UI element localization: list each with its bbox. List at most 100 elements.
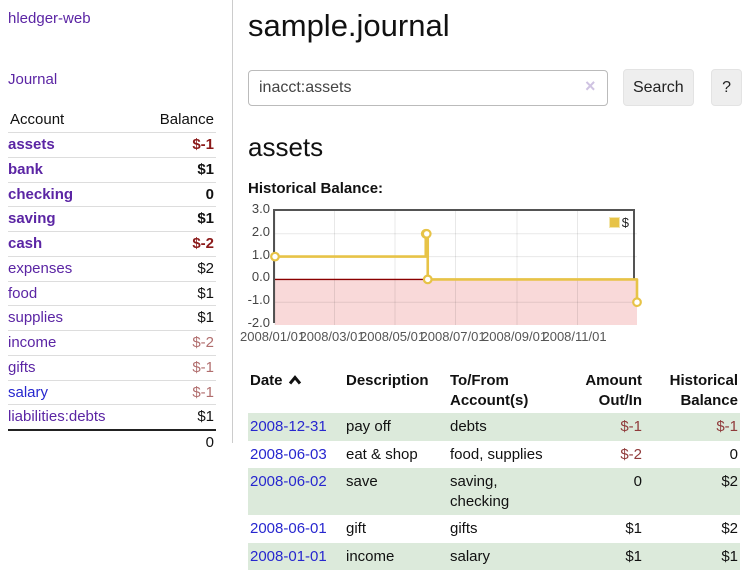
- main-content: sample.journal × Search ? assets Histori…: [240, 0, 742, 570]
- y-axis-tick-label: 0.0: [251, 269, 270, 285]
- chart-legend: $: [608, 215, 629, 230]
- y-axis-tick-label: -1.0: [247, 292, 270, 308]
- account-balance: $-1: [192, 383, 214, 401]
- account-row: salary $-1: [8, 380, 216, 405]
- transaction-date-link[interactable]: 2008-12-31: [250, 418, 327, 435]
- y-axis-tick-label: 1.0: [251, 246, 270, 262]
- y-axis-tick-label: -2.0: [247, 315, 270, 330]
- account-link-cash[interactable]: cash: [8, 235, 43, 252]
- accounts-total-row: 0: [8, 430, 216, 455]
- transaction-accounts: gifts: [450, 520, 478, 537]
- account-balance: $-2: [192, 235, 214, 252]
- clear-search-icon[interactable]: ×: [585, 76, 596, 96]
- search-input[interactable]: [248, 69, 608, 106]
- account-row: bank $1: [8, 157, 216, 182]
- sidebar-item-journal[interactable]: Journal: [8, 71, 58, 88]
- account-link-bank[interactable]: bank: [8, 160, 44, 178]
- transaction-description: income: [346, 547, 395, 565]
- transaction-amount: $-2: [620, 445, 642, 463]
- x-axis-tick-label: 2008/01/01: [240, 329, 306, 344]
- register-table: Date Description To/From Account(s) Amou…: [248, 368, 740, 570]
- transaction-date-link[interactable]: 2008-01-01: [250, 547, 327, 565]
- accounts-header-row: Account Balance: [8, 109, 216, 133]
- account-balance: $-2: [192, 334, 214, 351]
- help-button[interactable]: ?: [711, 69, 742, 106]
- account-row: liabilities:debts $1: [8, 404, 216, 430]
- account-balance: $1: [197, 284, 214, 302]
- transaction-date-link[interactable]: 2008-06-03: [250, 445, 327, 463]
- account-row: cash $-2: [8, 231, 216, 257]
- x-axis-tick-label: 2008/05/01: [360, 329, 426, 344]
- accounts-header-account: Account: [10, 111, 65, 128]
- account-balance: $-1: [192, 358, 214, 376]
- transaction-amount: $-1: [620, 418, 642, 435]
- transaction-accounts: food, supplies: [450, 445, 543, 463]
- account-row: food $1: [8, 281, 216, 306]
- sidebar: hledger-web Journal Account Balance asse…: [0, 0, 233, 451]
- transaction-accounts: debts: [450, 418, 487, 435]
- x-axis-tick-label: 2008/03/01: [299, 329, 365, 344]
- transaction-date-link[interactable]: 2008-06-01: [250, 520, 327, 537]
- transaction-accounts: salary: [450, 547, 491, 565]
- account-row: checking 0: [8, 182, 216, 207]
- account-link-income[interactable]: income: [8, 334, 57, 351]
- chart-plot: $: [270, 209, 642, 325]
- accounts-header-balance: Balance: [159, 111, 214, 128]
- transaction-row: 2008-06-02 save saving, checking 0 $2: [248, 468, 740, 515]
- search-form: × Search ?: [248, 69, 742, 106]
- transaction-balance: $2: [721, 473, 738, 490]
- column-header-date[interactable]: Date: [248, 368, 344, 413]
- account-row: saving $1: [8, 206, 216, 232]
- transaction-balance: $-1: [716, 418, 738, 435]
- account-link-food[interactable]: food: [8, 284, 38, 302]
- x-axis-tick-label: 2008/11/01: [542, 329, 607, 344]
- transaction-description: eat & shop: [346, 445, 418, 463]
- x-axis-tick-label: 2008/09/01: [481, 329, 548, 344]
- column-header-description: Description: [346, 372, 429, 389]
- account-link-expenses[interactable]: expenses: [8, 259, 73, 277]
- transaction-balance: $1: [721, 547, 738, 565]
- account-row: income $-2: [8, 330, 216, 356]
- chart-title-label: Historical Balance:: [248, 180, 384, 197]
- account-row: supplies $1: [8, 305, 216, 331]
- transaction-description: pay off: [346, 418, 391, 435]
- account-link-supplies[interactable]: supplies: [8, 309, 64, 327]
- transaction-amount: $1: [625, 520, 642, 537]
- legend-swatch-icon: [608, 217, 620, 228]
- account-balance: $-1: [192, 136, 214, 153]
- sort-ascending-icon: [288, 375, 301, 385]
- account-balance: $1: [197, 210, 214, 228]
- transaction-row: 2008-01-01 income salary $1 $1: [248, 542, 740, 570]
- account-link-liabilities-debts[interactable]: liabilities:debts: [8, 408, 106, 426]
- account-balance: $2: [197, 259, 214, 277]
- account-link-saving[interactable]: saving: [8, 210, 56, 228]
- transaction-date-link[interactable]: 2008-06-02: [250, 473, 327, 490]
- account-balance: 0: [205, 185, 214, 203]
- account-row: expenses $2: [8, 256, 216, 281]
- account-balance: $1: [197, 160, 214, 178]
- transaction-balance: $2: [721, 520, 738, 537]
- balance-chart: $ 3.0 2.0 1.0 0.0 -1.0 -2.0 2008/01/01 2008/03/…: [240, 201, 742, 348]
- app-brand-link[interactable]: hledger-web: [8, 10, 91, 27]
- account-row: gifts $-1: [8, 355, 216, 380]
- y-axis-tick-label: 3.0: [251, 201, 270, 216]
- account-link-salary[interactable]: salary: [8, 383, 49, 401]
- account-row: assets $-1: [8, 132, 216, 158]
- transaction-accounts: saving, checking: [450, 473, 510, 510]
- y-axis-tick-label: 2.0: [251, 223, 270, 239]
- transaction-amount: $1: [625, 547, 642, 565]
- legend-label: $: [621, 215, 629, 230]
- register-account-heading: assets: [248, 132, 324, 162]
- transaction-amount: 0: [633, 473, 642, 490]
- x-axis-tick-label: 2008/07/01: [420, 329, 486, 344]
- page-title: sample.journal: [248, 8, 450, 43]
- column-header-amount: Amount Out/In: [585, 372, 642, 409]
- account-link-checking[interactable]: checking: [8, 185, 74, 203]
- account-link-assets[interactable]: assets: [8, 136, 55, 153]
- column-header-balance: Historical Balance: [669, 372, 738, 409]
- account-link-gifts[interactable]: gifts: [8, 358, 36, 376]
- accounts-table: Account Balance assets $-1 bank $1 check…: [8, 109, 216, 455]
- column-header-account: To/From Account(s): [450, 372, 529, 409]
- transaction-row: 2008-06-03 eat & shop food, supplies $-2…: [248, 441, 740, 469]
- search-button[interactable]: Search: [622, 69, 695, 106]
